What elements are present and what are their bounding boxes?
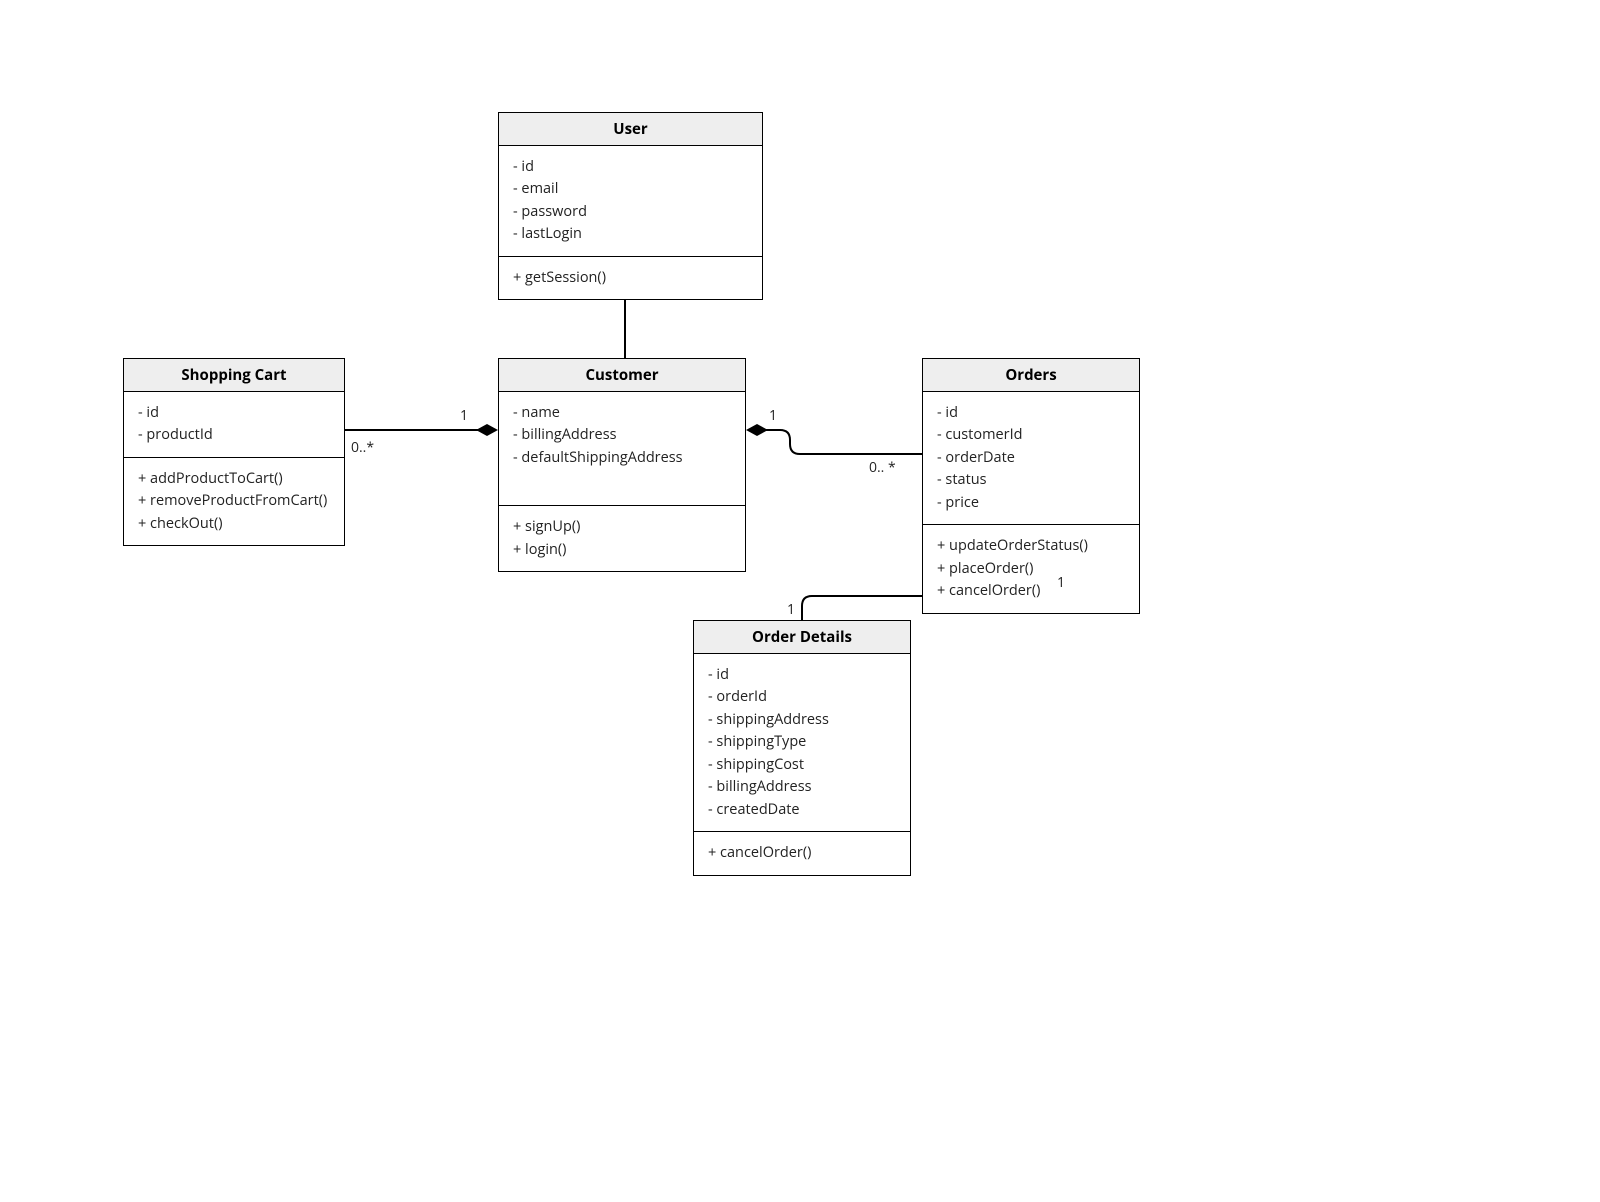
class-attributes: - name - billingAddress - defaultShippin… bbox=[499, 392, 745, 505]
class-methods: + getSession() bbox=[499, 256, 762, 299]
attribute: - price bbox=[937, 492, 1125, 514]
method: + placeOrder() bbox=[937, 558, 1125, 580]
class-title: Shopping Cart bbox=[124, 359, 344, 392]
class-attributes: - id - orderId - shippingAddress - shipp… bbox=[694, 654, 910, 831]
method: + getSession() bbox=[513, 267, 748, 289]
class-customer: Customer - name - billingAddress - defau… bbox=[498, 358, 746, 572]
attribute: - billingAddress bbox=[513, 424, 731, 446]
attribute: - defaultShippingAddress bbox=[513, 447, 731, 469]
attribute: - id bbox=[138, 402, 330, 424]
multiplicity-label: 0.. * bbox=[869, 458, 896, 477]
attribute: - shippingCost bbox=[708, 754, 896, 776]
attribute: - status bbox=[937, 469, 1125, 491]
composition-diamond-icon bbox=[476, 424, 498, 436]
multiplicity-label: 1 bbox=[769, 406, 777, 425]
method: + cancelOrder() bbox=[708, 842, 896, 864]
class-title: User bbox=[499, 113, 762, 146]
method: + signUp() bbox=[513, 516, 731, 538]
class-methods: + addProductToCart() + removeProductFrom… bbox=[124, 457, 344, 545]
class-orders: Orders - id - customerId - orderDate - s… bbox=[922, 358, 1140, 614]
class-title: Orders bbox=[923, 359, 1139, 392]
method: + checkOut() bbox=[138, 513, 330, 535]
class-attributes: - id - customerId - orderDate - status -… bbox=[923, 392, 1139, 524]
attribute: - id bbox=[708, 664, 896, 686]
attribute: - shippingType bbox=[708, 731, 896, 753]
attribute: - email bbox=[513, 178, 748, 200]
attribute: - id bbox=[513, 156, 748, 178]
class-methods: + updateOrderStatus() + placeOrder() + c… bbox=[923, 524, 1139, 612]
method: + cancelOrder() bbox=[937, 580, 1125, 602]
attribute: - customerId bbox=[937, 424, 1125, 446]
method: + login() bbox=[513, 539, 731, 561]
attribute: - shippingAddress bbox=[708, 709, 896, 731]
class-methods: + cancelOrder() bbox=[694, 831, 910, 874]
attribute: - lastLogin bbox=[513, 223, 748, 245]
multiplicity-label: 0..* bbox=[351, 438, 374, 457]
multiplicity-label: 1 bbox=[1057, 573, 1065, 592]
class-user: User - id - email - password - lastLogin… bbox=[498, 112, 763, 300]
attribute: - orderDate bbox=[937, 447, 1125, 469]
method: + removeProductFromCart() bbox=[138, 490, 330, 512]
class-order-details: Order Details - id - orderId - shippingA… bbox=[693, 620, 911, 876]
attribute: - orderId bbox=[708, 686, 896, 708]
class-attributes: - id - productId bbox=[124, 392, 344, 457]
class-title: Order Details bbox=[694, 621, 910, 654]
attribute: - createdDate bbox=[708, 799, 896, 821]
class-methods: + signUp() + login() bbox=[499, 505, 745, 571]
connections-layer bbox=[0, 0, 1600, 1202]
multiplicity-label: 1 bbox=[787, 600, 795, 619]
composition-diamond-icon bbox=[746, 424, 768, 436]
attribute: - productId bbox=[138, 424, 330, 446]
attribute: - password bbox=[513, 201, 748, 223]
method: + addProductToCart() bbox=[138, 468, 330, 490]
method: + updateOrderStatus() bbox=[937, 535, 1125, 557]
attribute: - name bbox=[513, 402, 731, 424]
class-title: Customer bbox=[499, 359, 745, 392]
attribute: - billingAddress bbox=[708, 776, 896, 798]
class-attributes: - id - email - password - lastLogin bbox=[499, 146, 762, 256]
edge-customer-orders bbox=[760, 430, 922, 454]
multiplicity-label: 1 bbox=[460, 406, 468, 425]
class-shopping-cart: Shopping Cart - id - productId + addProd… bbox=[123, 358, 345, 546]
attribute: - id bbox=[937, 402, 1125, 424]
